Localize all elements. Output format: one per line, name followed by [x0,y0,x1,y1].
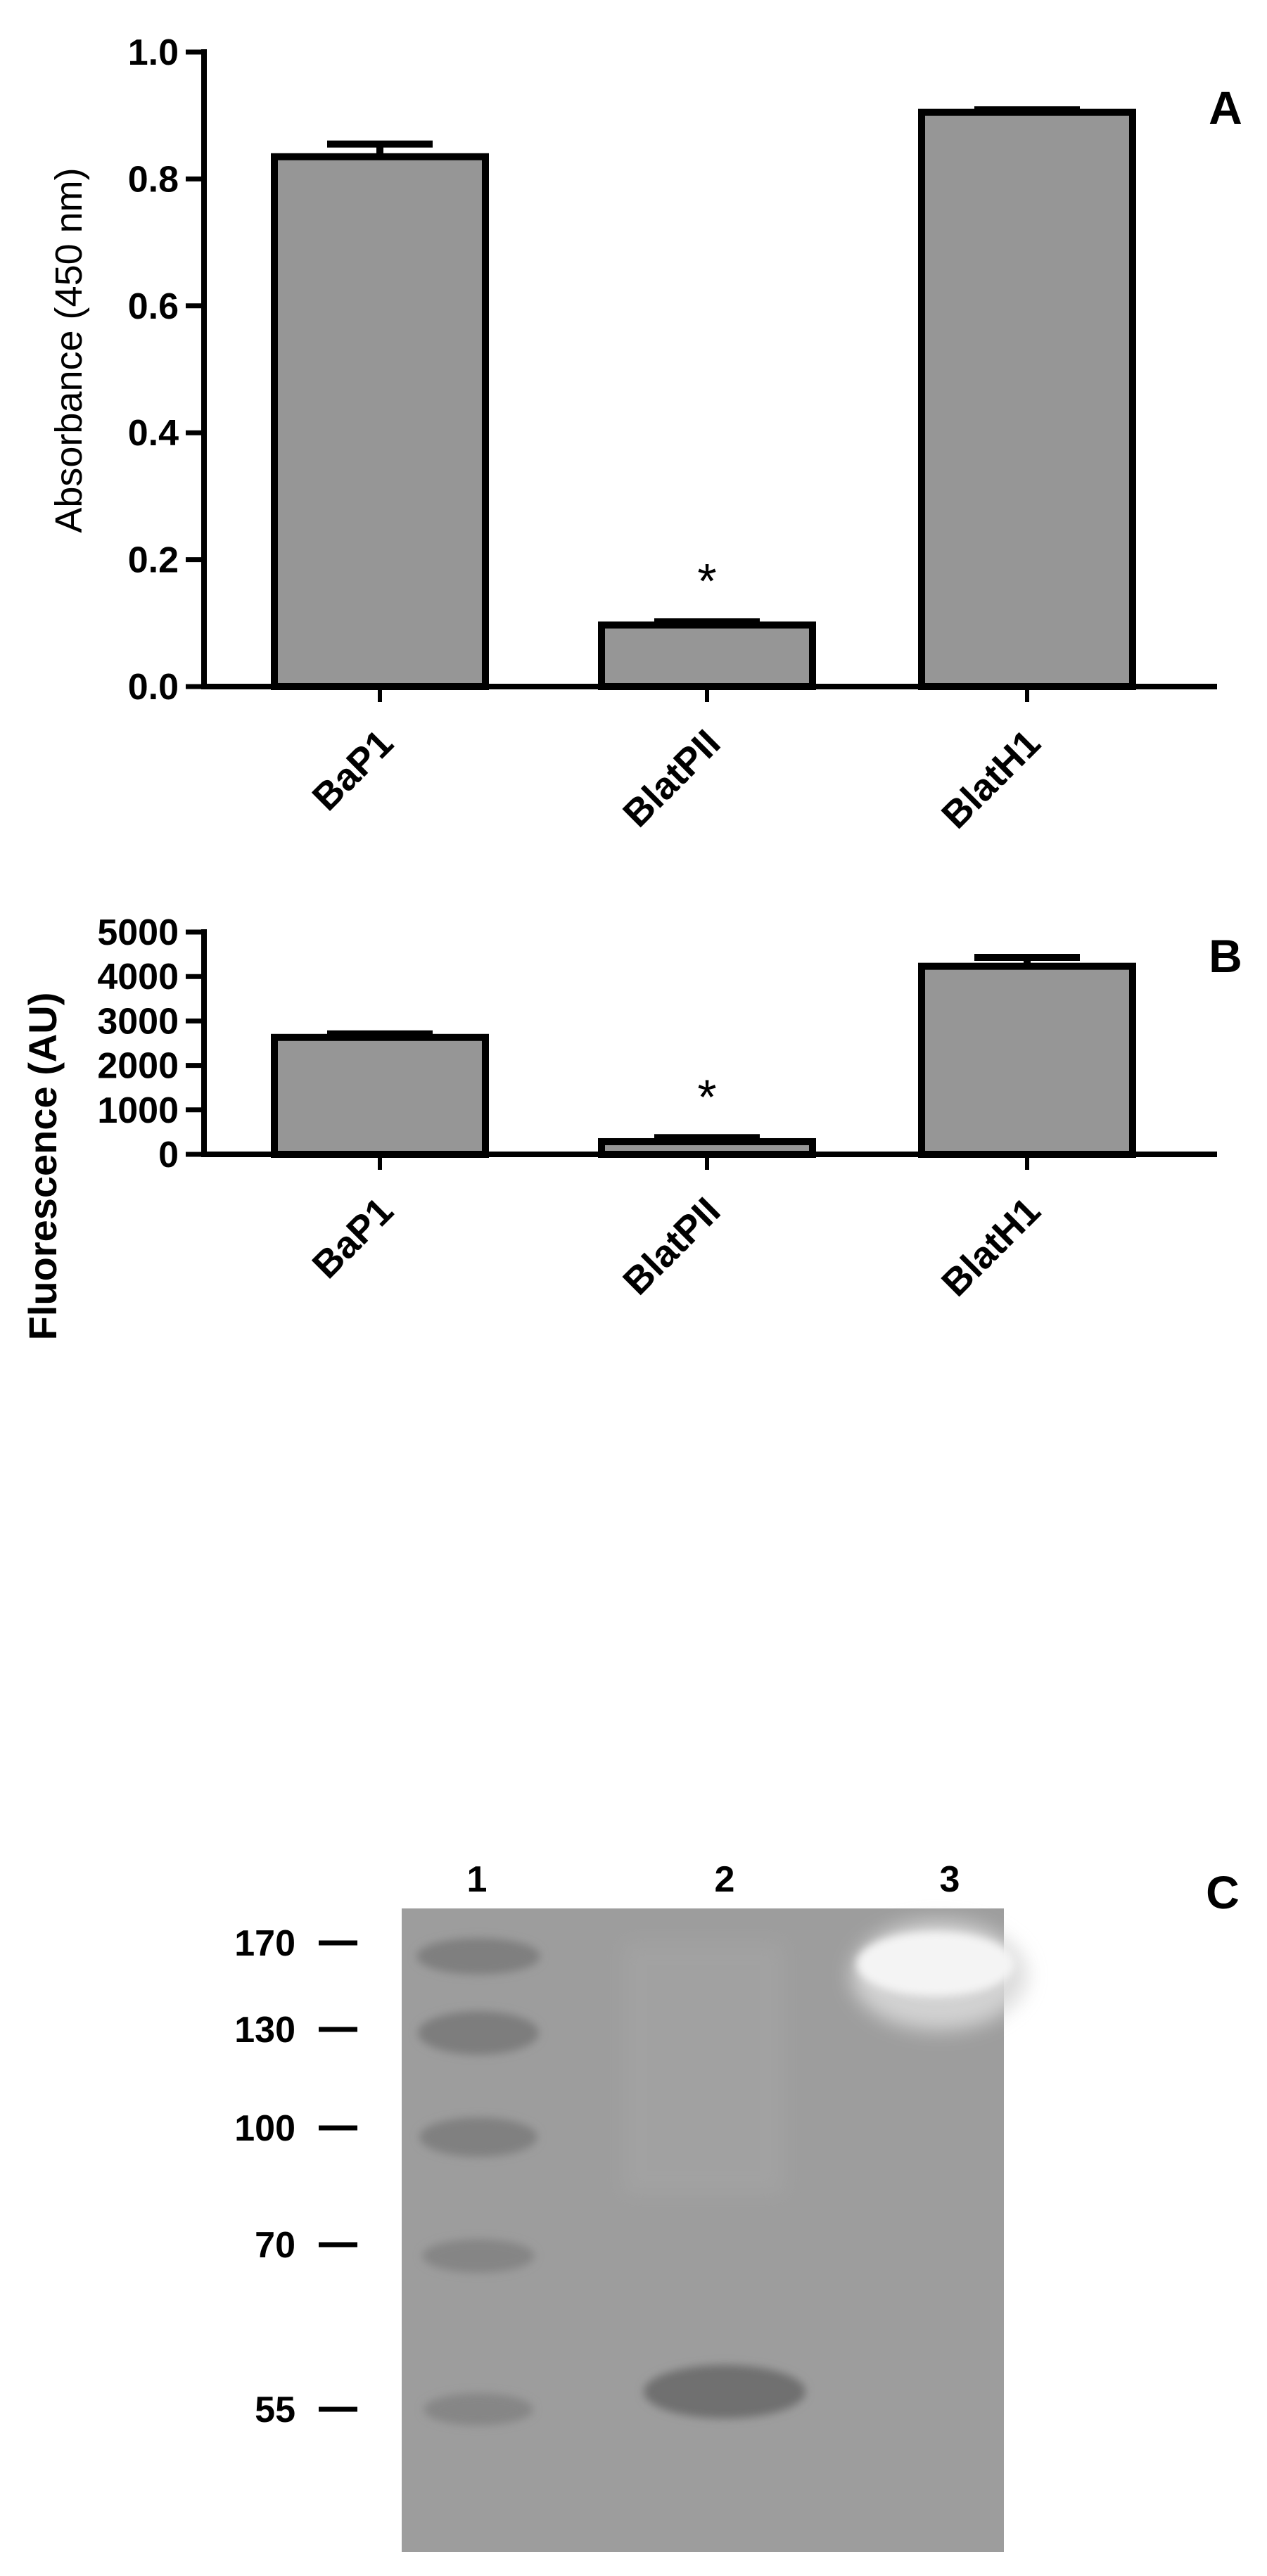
lane-smear [623,1941,784,2195]
y-tick-label: 2000 [97,1046,179,1087]
axes-group [186,929,1217,1170]
y-axis-title: Absorbance (450 nm) [48,167,90,533]
lane-label: 3 [940,1859,960,1900]
panel-letter: C [1206,1866,1240,1918]
marker-label: 130 [234,2010,295,2051]
lane2-band [644,2365,806,2418]
y-axis-title: Fluorescence (AU) [20,993,65,1341]
x-tick-label: BlatH1 [934,1190,1048,1304]
lane-label: 2 [715,1859,735,1900]
bar-BlatH1 [918,962,1136,1158]
chart-panel-b: BaP1*BlatPII BlatH1010002000300040005000 … [20,912,1242,1340]
y-tick-label: 0.0 [128,667,179,708]
chart-panel-a: BaP1 * BlatPII BlatH1 0.0 0.2 0.4 0.6 0.8 1.0 Abs… [48,32,1242,836]
x-tick-label: BlatPII [615,722,728,835]
marker-label: 55 [255,2390,295,2430]
bar-BaP1 [271,1033,489,1159]
y-tick-label: 0.6 [128,286,179,327]
significance-marker: * [697,554,716,608]
panel-letter: A [1209,82,1242,134]
y-tick-label: 1000 [97,1090,179,1131]
ladder-band [424,2393,533,2425]
y-tick-label: 4000 [97,957,179,997]
lane-label: 1 [467,1859,488,1900]
ladder-band [419,2117,537,2157]
ladder-band [416,1938,540,1975]
x-tick-label: BaP1 [305,1190,402,1287]
y-tick-label: 5000 [97,912,179,953]
x-tick-label: BaP1 [305,722,402,819]
bar-BlatPII [598,621,816,690]
labels-group: BaP1 * BlatPII BlatH1 0.0 0.2 0.4 0.6 0.8 1.0 [128,32,1049,836]
lane3-band [857,1932,1014,1996]
x-tick-label: BlatPII [615,1190,728,1303]
x-tick-label: BlatH1 [934,722,1048,836]
y-tick-label: 0.4 [128,413,179,454]
bar-BlatH1 [918,108,1136,690]
bars-group [271,106,1136,690]
ladder-band [418,2011,539,2055]
y-tick-label: 0 [158,1135,179,1175]
bars-group [271,954,1136,1159]
panel-letter: B [1209,930,1242,982]
axes-group [186,49,1217,702]
y-tick-label: 1.0 [128,32,179,73]
significance-marker: * [697,1069,716,1124]
y-tick-label: 0.2 [128,540,179,581]
ladder-band [422,2239,535,2273]
marker-label: 70 [255,2225,295,2266]
marker-label: 100 [234,2108,295,2149]
y-tick-label: 0.8 [128,159,179,200]
gel-panel: 1 2 3 170 130 100 70 55 C [234,1859,1240,2552]
y-tick-label: 3000 [97,1001,179,1042]
marker-label: 170 [234,1923,295,1964]
bar-BaP1 [271,153,489,690]
